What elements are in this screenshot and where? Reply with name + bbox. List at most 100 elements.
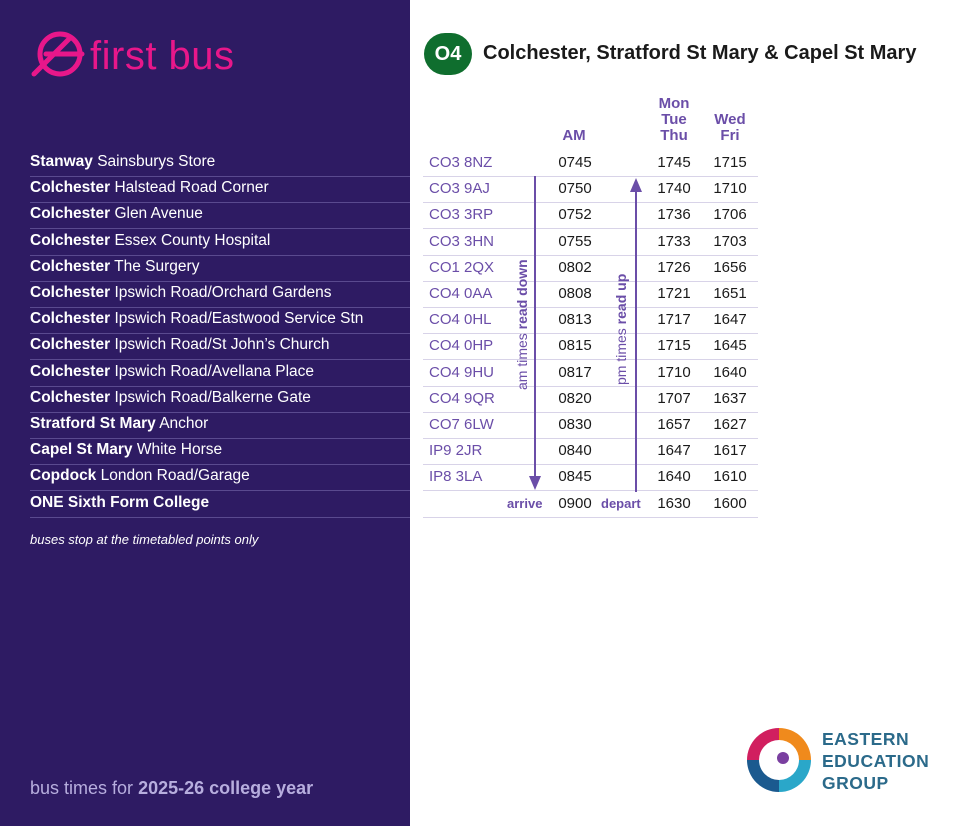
footer-text: bus times for: [30, 778, 134, 798]
route-number-badge: O4: [424, 33, 472, 75]
table-row: IP8 3LA 0845 1640 1610: [423, 464, 758, 491]
table-row: CO4 9QR 0820 1707 1637: [423, 386, 758, 413]
table-row: IP9 2JR 0840 1647 1617: [423, 438, 758, 465]
postcode: CO3 8NZ: [429, 154, 493, 171]
time-am: 0817: [558, 364, 592, 381]
am-times-text: am times: [514, 333, 530, 390]
stop-place: Colchester: [30, 336, 111, 353]
time-mon-tue-thu: 1717: [657, 311, 691, 328]
college-year-footer: bus times for 2025-26 college year: [30, 778, 313, 799]
table-row: CO3 8NZ 0745 1745 1715: [423, 150, 758, 177]
stop-place: Copdock: [30, 467, 97, 484]
time-mon-tue-thu: 1733: [657, 233, 691, 250]
time-mon-tue-thu: 1640: [657, 468, 691, 485]
time-mon-tue-thu: 1721: [657, 285, 691, 302]
stop-detail: Glen Avenue: [114, 205, 203, 222]
postcode: CO3 9AJ: [429, 180, 490, 197]
time-am: 0750: [558, 180, 592, 197]
stop-place: Colchester: [30, 284, 111, 301]
stop-detail: Essex County Hospital: [114, 232, 271, 249]
pm-times-text: pm times: [613, 328, 629, 385]
time-am: 0755: [558, 233, 592, 250]
time-wed-fri: 1706: [713, 206, 747, 223]
postcode: IP8 3LA: [429, 468, 483, 485]
table-row: CO4 9HU 0817 1710 1640: [423, 360, 758, 387]
first-bus-logo: first bus: [30, 26, 235, 86]
stop-place: Stratford St Mary: [30, 415, 156, 432]
time-wed-fri: 1703: [713, 233, 747, 250]
time-am: 0845: [558, 468, 592, 485]
header-day: Fri: [720, 127, 740, 144]
stop-place: Colchester: [30, 363, 111, 380]
stop-name: Colchester Ipswich Road/Avellana Place: [30, 360, 410, 387]
postcode: CO4 0HL: [429, 311, 492, 328]
table-row: CO4 0HP 0815 1715 1645: [423, 333, 758, 360]
read-down-arrow: [529, 176, 541, 490]
table-row: CO3 9AJ 0750 1740 1710: [423, 176, 758, 203]
depart-label: depart: [601, 496, 641, 511]
time-wed-fri: 1715: [713, 154, 747, 171]
stop-name: Colchester The Surgery: [30, 255, 410, 282]
stop-place: Capel St Mary: [30, 441, 133, 458]
time-mon-tue-thu: 1726: [657, 259, 691, 276]
table-row: CO3 3HN 0755 1733 1703: [423, 229, 758, 256]
stop-name: Copdock London Road/Garage: [30, 464, 410, 491]
time-am: 0830: [558, 416, 592, 433]
header-am: AM: [562, 127, 586, 144]
stop-name: Capel St Mary White Horse: [30, 438, 410, 465]
stop-detail: Sainsburys Store: [97, 153, 216, 170]
time-wed-fri: 1645: [713, 337, 747, 354]
postcode: CO3 3RP: [429, 206, 494, 223]
stop-name: Colchester Glen Avenue: [30, 202, 410, 229]
time-wed-fri: 1617: [713, 442, 747, 459]
table-row: 0900 1630 1600 arrive depart: [423, 491, 758, 518]
stop-detail: London Road/Garage: [100, 467, 250, 484]
time-am: 0840: [558, 442, 592, 459]
header-day: Thu: [660, 127, 688, 144]
time-mon-tue-thu: 1740: [657, 180, 691, 197]
stop-place: Colchester: [30, 389, 111, 406]
time-mon-tue-thu: 1707: [657, 390, 691, 407]
stop-place: Colchester: [30, 258, 111, 275]
stop-detail: Anchor: [159, 415, 209, 432]
time-mon-tue-thu: 1657: [657, 416, 691, 433]
time-mon-tue-thu: 1710: [657, 364, 691, 381]
stop-place: Colchester: [30, 310, 111, 327]
time-am: 0802: [558, 259, 592, 276]
stop-detail: Ipswich Road/Avellana Place: [114, 363, 315, 380]
postcode: CO1 2QX: [429, 259, 495, 276]
stop-place: Colchester: [30, 232, 111, 249]
stop-detail: The Surgery: [114, 258, 200, 275]
postcode: CO7 6LW: [429, 416, 494, 433]
first-bus-icon: [31, 31, 85, 77]
partner-line: EASTERN: [822, 729, 910, 749]
pm-read-up-label: pm times read up: [613, 274, 629, 385]
time-am: 0745: [558, 154, 592, 171]
header-day: Tue: [661, 111, 687, 128]
header-day: Mon: [658, 95, 690, 112]
stop-place: ONE Sixth Form College: [30, 494, 210, 511]
footer-year: 2025-26 college year: [138, 778, 314, 798]
stop-name: Colchester Essex County Hospital: [30, 229, 410, 256]
read-down-text: read down: [514, 259, 530, 330]
postcode: CO4 0HP: [429, 337, 494, 354]
time-wed-fri: 1656: [713, 259, 747, 276]
time-am: 0752: [558, 206, 592, 223]
time-am: 0815: [558, 337, 592, 354]
postcode: CO4 9HU: [429, 364, 495, 381]
stop-place: Colchester: [30, 179, 111, 196]
table-row: CO1 2QX 0802 1726 1656: [423, 255, 758, 282]
stop-name: Colchester Ipswich Road/St John’s Church: [30, 333, 410, 360]
stop-name: ONE Sixth Form College: [30, 491, 410, 518]
stop-detail: Ipswich Road/Balkerne Gate: [114, 389, 311, 406]
arrive-label: arrive: [507, 496, 543, 511]
time-wed-fri: 1640: [713, 364, 747, 381]
partner-line: GROUP: [822, 773, 889, 793]
stop-name: Colchester Ipswich Road/Balkerne Gate: [30, 386, 410, 413]
time-mon-tue-thu: 1736: [657, 206, 691, 223]
time-am: 0813: [558, 311, 592, 328]
stop-detail: Halstead Road Corner: [114, 179, 269, 196]
postcode: CO3 3HN: [429, 233, 495, 250]
stop-place: Colchester: [30, 205, 111, 222]
partner-name: EASTERN EDUCATION GROUP: [822, 728, 929, 794]
